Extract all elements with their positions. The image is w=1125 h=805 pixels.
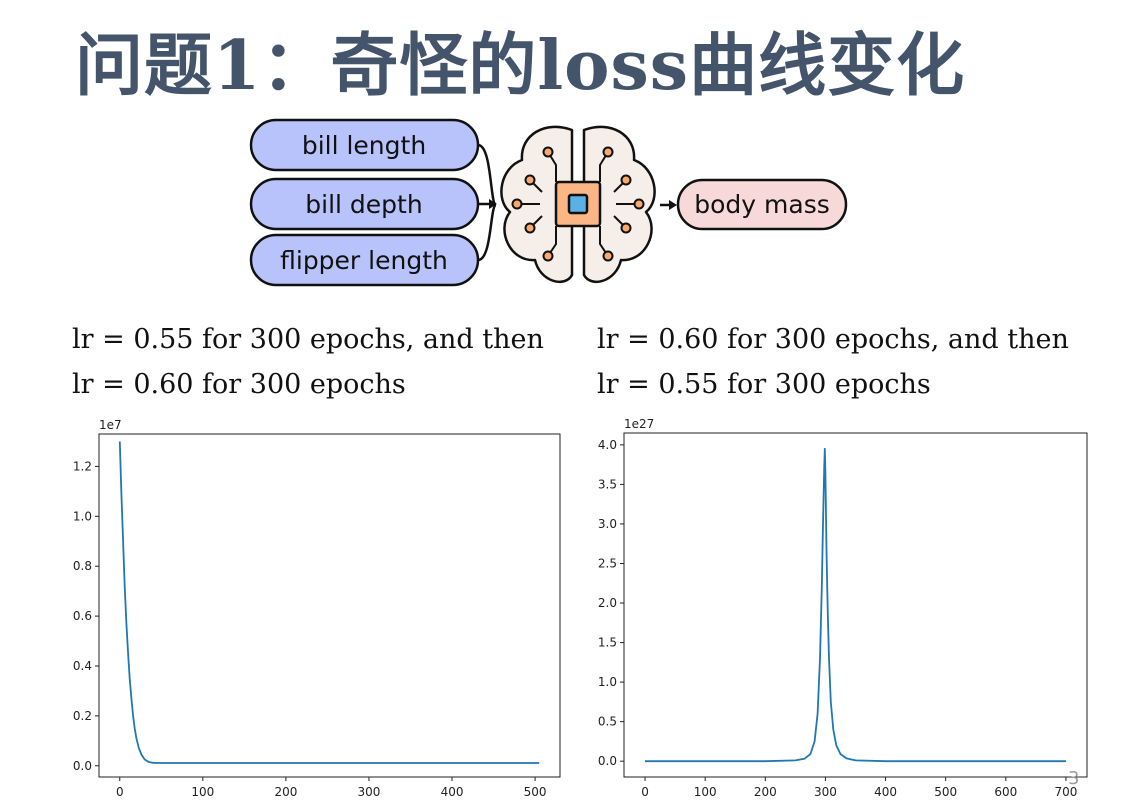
x-tick-label: 0 xyxy=(116,785,124,799)
series-line xyxy=(118,441,540,764)
y-tick-label: 0.5 xyxy=(598,715,617,729)
x-tick-label: 200 xyxy=(754,785,777,799)
caption-line: lr = 0.55 for 300 epochs, and then xyxy=(72,324,544,355)
input-label: flipper length xyxy=(280,246,448,275)
y-tick-label: 0.6 xyxy=(73,609,92,623)
x-tick-label: 200 xyxy=(274,785,297,799)
brain-chip-icon xyxy=(500,125,656,284)
x-tick-label: 400 xyxy=(441,785,464,799)
plot-frame xyxy=(98,433,561,778)
y-tick-label: 1.0 xyxy=(73,509,92,523)
y-multiplier-label: 1e7 xyxy=(99,418,122,432)
x-tick-label: 500 xyxy=(934,785,957,799)
arrow-head xyxy=(489,199,497,209)
input-node-flipper-length: flipper length xyxy=(249,233,480,287)
plot-frame xyxy=(623,432,1088,778)
x-tick-label: 400 xyxy=(874,785,897,799)
y-tick-label: 0.4 xyxy=(73,659,92,673)
x-tick-label: 300 xyxy=(814,785,837,799)
left-caption: lr = 0.55 for 300 epochs, and then lr = … xyxy=(72,317,544,407)
y-tick-label: 0.0 xyxy=(598,754,617,768)
page-number: 3 xyxy=(1068,768,1080,789)
input-node-bill-depth: bill depth xyxy=(249,177,480,231)
input-node-bill-length: bill length xyxy=(249,118,480,172)
y-tick-label: 1.2 xyxy=(73,459,92,473)
y-tick-label: 2.0 xyxy=(598,596,617,610)
output-node-body-mass: body mass xyxy=(676,178,848,231)
x-tick-label: 0 xyxy=(641,785,649,799)
model-diagram: bill length bill depth flipper length xyxy=(249,118,848,287)
x-tick-label: 100 xyxy=(191,785,214,799)
caption-line: lr = 0.55 for 300 epochs xyxy=(597,369,931,400)
x-tick-label: 700 xyxy=(1055,785,1078,799)
y-tick-label: 1.0 xyxy=(598,675,617,689)
slide-title: 问题1：奇怪的loss曲线变化 xyxy=(75,26,966,106)
caption-line: lr = 0.60 for 300 epochs xyxy=(72,369,406,400)
connector-line xyxy=(477,203,498,262)
input-label: bill length xyxy=(302,131,426,160)
caption-line: lr = 0.60 for 300 epochs, and then xyxy=(597,324,1069,355)
y-tick-label: 4.0 xyxy=(598,438,617,452)
y-tick-label: 1.5 xyxy=(598,636,617,650)
series-line xyxy=(645,447,1066,763)
x-tick-label: 300 xyxy=(358,785,381,799)
y-tick-label: 0.2 xyxy=(73,709,92,723)
output-label: body mass xyxy=(694,190,830,219)
y-tick-label: 3.5 xyxy=(598,477,617,491)
y-tick-label: 0.0 xyxy=(73,759,92,773)
arrow-head xyxy=(669,200,677,210)
y-tick-label: 3.0 xyxy=(598,517,617,531)
y-multiplier-label: 1e27 xyxy=(624,417,654,431)
x-tick-label: 600 xyxy=(994,785,1017,799)
y-tick-label: 0.8 xyxy=(73,559,92,573)
input-label: bill depth xyxy=(305,190,422,219)
y-tick-label: 2.5 xyxy=(598,556,617,570)
x-tick-label: 100 xyxy=(694,785,717,799)
x-tick-label: 500 xyxy=(524,785,547,799)
right-caption: lr = 0.60 for 300 epochs, and then lr = … xyxy=(597,317,1069,407)
